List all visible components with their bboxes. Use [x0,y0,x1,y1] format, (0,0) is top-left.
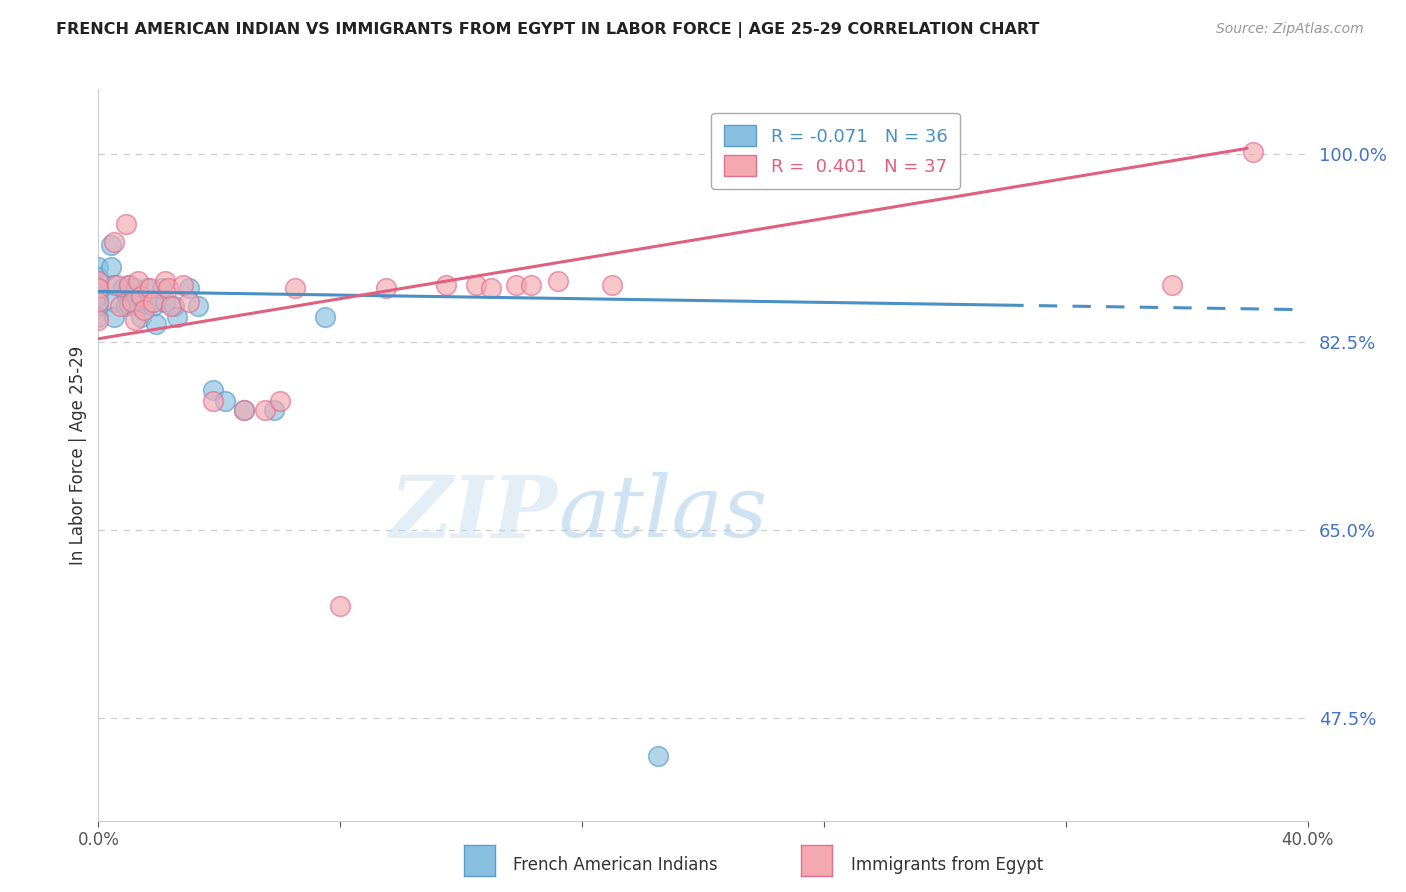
Point [150,281,173,295]
Point [114,217,136,231]
Point [177,295,201,310]
Point [100,260,122,274]
Point [145,317,167,331]
Point [114,300,136,314]
Point [87,281,110,295]
Point [214,394,236,409]
Point [314,310,336,325]
Point [108,300,131,314]
Point [465,277,488,292]
Text: atlas: atlas [558,472,768,555]
Point [103,277,125,292]
Point [253,402,276,417]
Text: French American Indians: French American Indians [513,856,718,874]
Point [547,274,569,288]
Point [129,310,152,325]
Point [434,277,457,292]
Text: FRENCH AMERICAN INDIAN VS IMMIGRANTS FROM EGYPT IN LABOR FORCE | AGE 25-29 CORRE: FRENCH AMERICAN INDIAN VS IMMIGRANTS FRO… [56,22,1039,38]
Text: ZIP: ZIP [389,472,558,555]
Legend: R = -0.071   N = 36, R =  0.401   N = 37: R = -0.071 N = 36, R = 0.401 N = 37 [711,113,960,189]
Point [103,295,125,310]
Point [87,313,110,327]
Point [132,302,155,317]
Point [87,274,110,288]
Y-axis label: In Labor Force | Age 25-29: In Labor Force | Age 25-29 [69,345,87,565]
Point [118,297,141,311]
Text: Immigrants from Egypt: Immigrants from Egypt [851,856,1043,874]
Point [103,235,125,249]
Point [156,281,179,295]
Point [232,402,254,417]
Point [284,281,307,295]
Point [87,300,110,314]
Point [135,281,157,295]
Point [87,310,110,325]
Point [602,277,624,292]
Point [153,274,176,288]
Point [647,749,669,764]
Point [263,402,285,417]
Point [160,300,183,314]
Point [269,394,291,409]
Point [124,281,146,295]
Point [129,289,152,303]
Point [111,281,134,295]
Point [124,295,146,310]
Point [103,310,125,325]
Point [139,281,162,295]
Point [105,277,128,292]
Point [481,281,503,295]
Point [142,300,165,314]
Point [87,289,110,303]
Point [142,295,165,310]
Point [118,277,141,292]
Point [127,300,149,314]
Point [232,402,254,417]
Point [121,295,143,310]
Point [177,281,201,295]
Point [172,277,194,292]
Point [505,277,527,292]
Point [87,270,110,285]
Point [87,295,110,310]
Point [87,281,110,295]
Point [153,295,176,310]
Point [135,297,157,311]
Point [163,300,186,314]
Point [202,384,225,398]
Text: Source: ZipAtlas.com: Source: ZipAtlas.com [1216,22,1364,37]
Point [118,277,141,292]
Point [114,286,136,301]
Point [124,313,146,327]
Point [87,260,110,274]
Point [329,599,352,613]
Point [1241,145,1264,159]
Point [100,238,122,252]
Point [166,310,188,325]
Point [1160,277,1182,292]
Point [202,394,225,409]
Point [519,277,541,292]
Point [187,300,209,314]
Point [374,281,396,295]
Point [127,274,149,288]
